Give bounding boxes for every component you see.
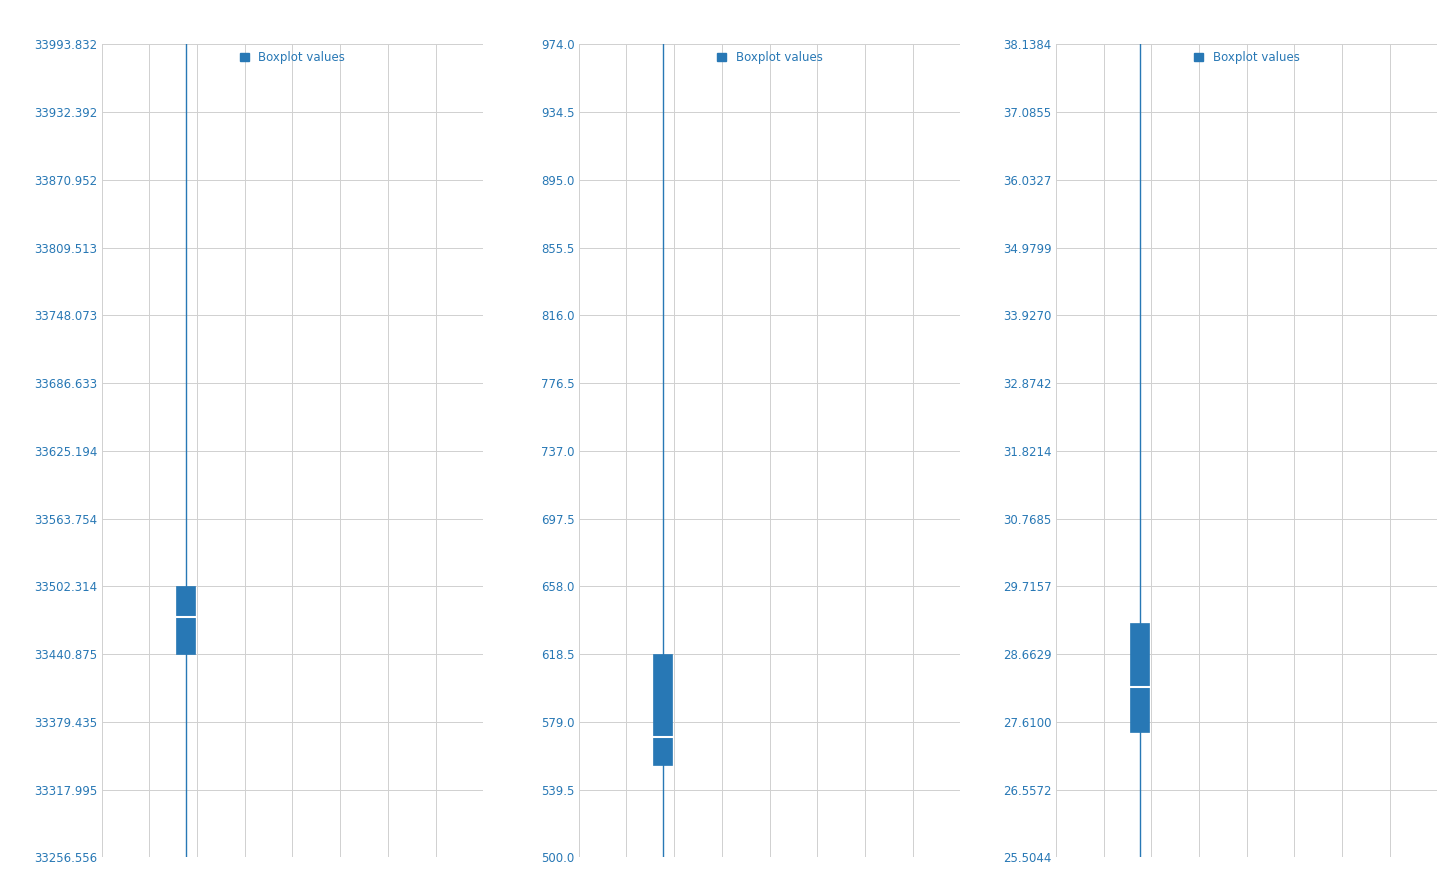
Legend: Boxplot values: Boxplot values <box>716 50 823 65</box>
Bar <box>1130 623 1150 732</box>
Legend: Boxplot values: Boxplot values <box>238 50 347 65</box>
Legend: Boxplot values: Boxplot values <box>1192 50 1301 65</box>
Bar <box>653 654 672 765</box>
Bar <box>176 586 195 654</box>
